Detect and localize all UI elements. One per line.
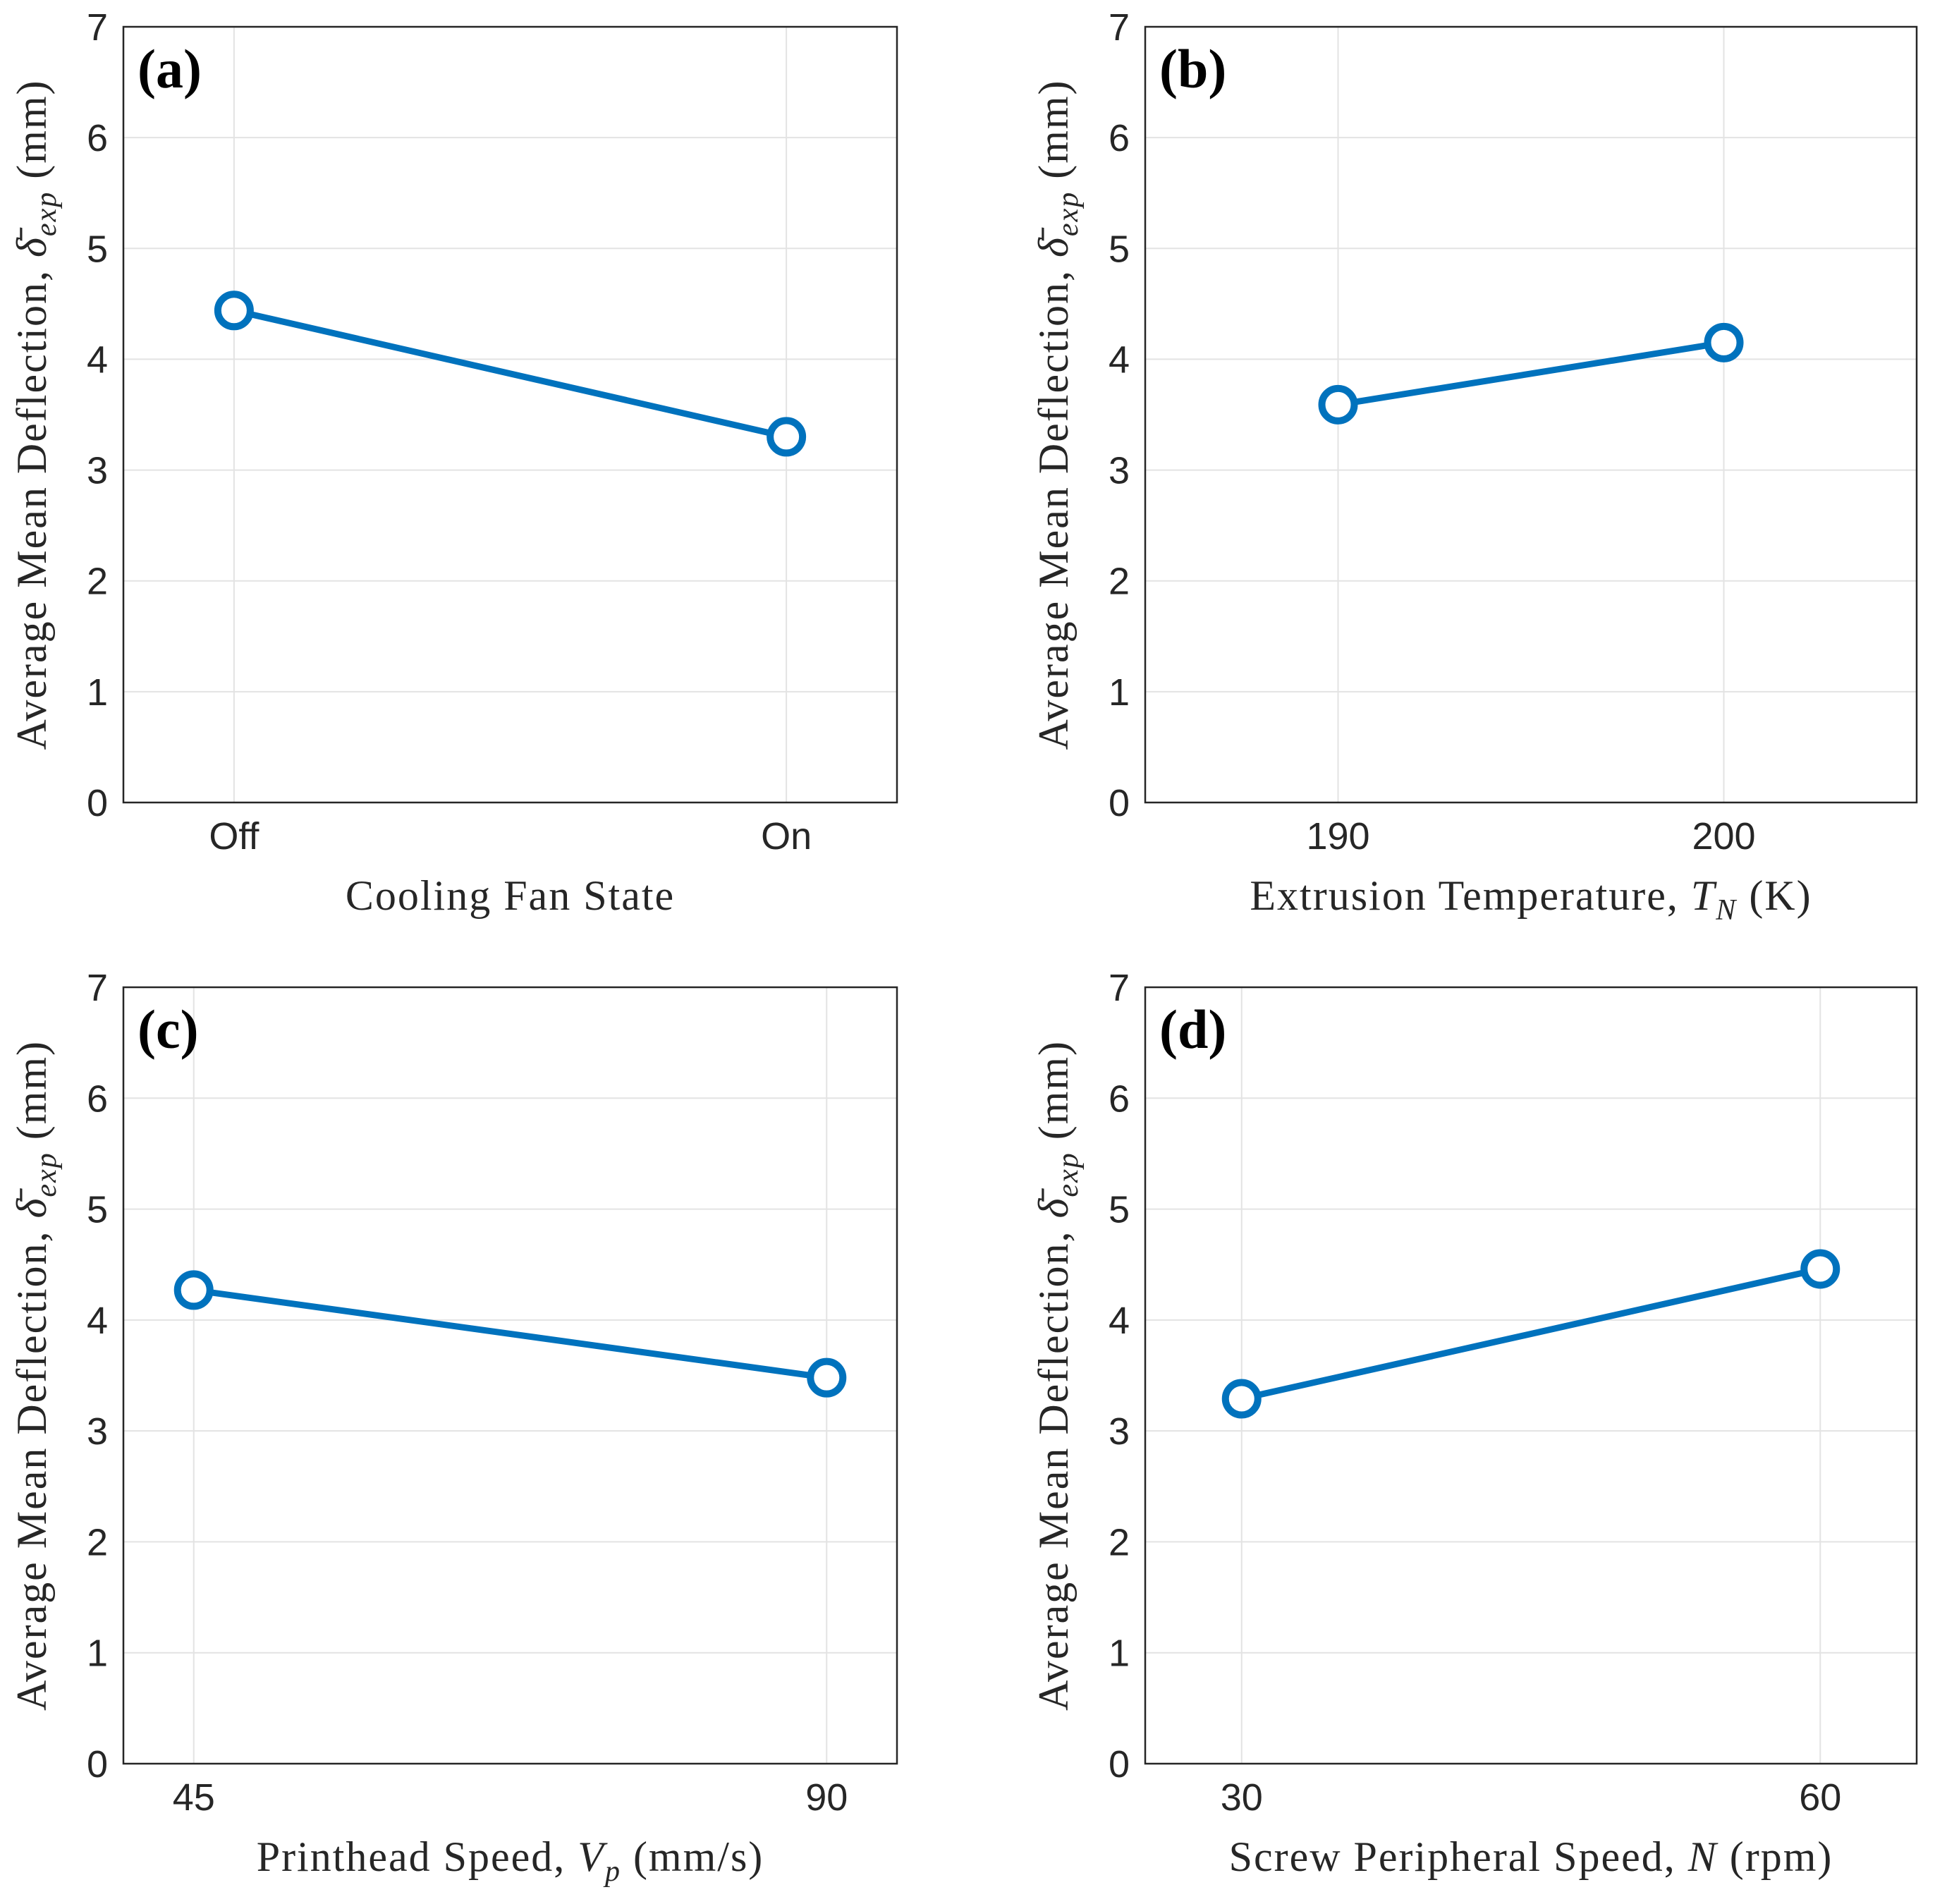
- data-marker: [807, 1357, 847, 1398]
- y-tick-label: 0: [87, 782, 108, 824]
- data-marker: [1800, 1249, 1841, 1289]
- axis-label: Average Mean Deflection, δ̄exp (mm): [8, 79, 63, 750]
- y-tick-label: 5: [1109, 228, 1130, 270]
- data-marker: [767, 417, 807, 457]
- x-tick-label: 200: [1692, 815, 1755, 858]
- label-unit: (rpm): [1718, 1833, 1833, 1880]
- data-line: [233, 307, 788, 440]
- y-tick-label: 4: [1109, 338, 1130, 381]
- y-tick-label: 7: [87, 967, 108, 1009]
- label-text: Average Mean Deflection,: [1030, 1218, 1077, 1711]
- panel-label: (a): [138, 38, 202, 99]
- subplot: Off On 0 1 2 3 4 5 6 7 (a) Cooling Fan State Average…: [8, 6, 898, 919]
- label-unit: (K): [1737, 872, 1812, 919]
- y-tick-label: 2: [87, 1521, 108, 1563]
- y-tick-label: 0: [1109, 782, 1130, 824]
- label-unit: (mm): [8, 79, 55, 190]
- x-tick-label: On: [761, 815, 812, 858]
- axis-label: Average Mean Deflection, δ̄exp (mm): [8, 1040, 63, 1711]
- y-tick-label: 1: [87, 1633, 108, 1675]
- y-tick-label: 2: [1109, 1521, 1130, 1563]
- y-tick-label: 7: [87, 6, 108, 49]
- label-subscript: N: [1715, 894, 1737, 927]
- label-symbol: T: [1691, 872, 1717, 919]
- data-line: [193, 1286, 827, 1381]
- y-tick-label: 6: [1109, 117, 1130, 159]
- axis-label: Screw Peripheral Speed, N (rpm): [1229, 1833, 1833, 1880]
- axis-label: Cooling Fan State: [346, 872, 675, 919]
- label-unit: (mm): [1030, 1040, 1077, 1152]
- y-tick-label: 7: [1109, 967, 1130, 1009]
- y-tick-label: 3: [1109, 1410, 1130, 1453]
- axes-box: [122, 25, 898, 804]
- x-tick-label: 60: [1799, 1776, 1841, 1819]
- y-tick-label: 0: [1109, 1743, 1130, 1786]
- y-tick-label: 5: [1109, 1189, 1130, 1231]
- data-marker: [1318, 384, 1358, 425]
- subplot: 30 60 0 1 2 3 4 5 6 7 (d) Screw Peripheral Speed, N…: [1030, 967, 1918, 1880]
- label-subscript: exp: [1052, 191, 1085, 236]
- panel-label: (d): [1159, 999, 1226, 1060]
- y-tick-label: 2: [87, 561, 108, 603]
- y-tick-label: 3: [87, 450, 108, 492]
- data-line: [1240, 1266, 1821, 1402]
- y-tick-label: 6: [87, 1078, 108, 1120]
- label-text: Average Mean Deflection,: [1030, 257, 1077, 750]
- label-subscript: p: [603, 1855, 621, 1888]
- y-tick-label: 5: [87, 1189, 108, 1231]
- label-text: Average Mean Deflection,: [8, 1218, 55, 1711]
- label-text: Extrusion Temperature,: [1250, 872, 1691, 919]
- axis-label: Extrusion Temperature, TN (K): [1250, 872, 1812, 927]
- label-unit: (mm/s): [621, 1833, 764, 1880]
- label-text: Printhead Speed,: [257, 1833, 578, 1880]
- data-marker: [214, 291, 254, 331]
- x-tick-label: 90: [805, 1776, 848, 1819]
- y-tick-label: 4: [87, 1300, 108, 1342]
- label-subscript: exp: [1052, 1152, 1085, 1197]
- y-tick-label: 4: [87, 338, 108, 381]
- label-text: Screw Peripheral Speed,: [1229, 1833, 1688, 1880]
- y-tick-label: 7: [1109, 6, 1130, 49]
- x-tick-label: 45: [173, 1776, 215, 1819]
- label-unit: (mm): [8, 1040, 55, 1152]
- data-marker: [1221, 1379, 1262, 1419]
- label-subscript: exp: [30, 191, 63, 236]
- label-symbol: V: [578, 1833, 608, 1880]
- axes-box: [122, 986, 898, 1765]
- y-tick-label: 2: [1109, 561, 1130, 603]
- y-tick-label: 3: [1109, 450, 1130, 492]
- y-tick-label: 5: [87, 228, 108, 270]
- x-tick-label: Off: [209, 815, 260, 858]
- axis-label: Printhead Speed, Vp (mm/s): [257, 1833, 764, 1888]
- x-tick-label: 190: [1306, 815, 1369, 858]
- y-tick-label: 1: [87, 671, 108, 714]
- axes-box: [1144, 986, 1918, 1765]
- y-tick-label: 6: [1109, 1078, 1130, 1120]
- y-tick-label: 0: [87, 1743, 108, 1786]
- label-subscript: exp: [30, 1152, 63, 1197]
- x-tick-label: 30: [1221, 1776, 1263, 1819]
- label-unit: (mm): [1030, 79, 1077, 190]
- panel-label: (c): [138, 999, 199, 1060]
- subplot: 190 200 0 1 2 3 4 5 6 7 (b) Extrusion Temperature, …: [1030, 6, 1918, 927]
- panel-label: (b): [1159, 38, 1226, 99]
- y-tick-label: 4: [1109, 1300, 1130, 1342]
- y-tick-label: 3: [87, 1410, 108, 1453]
- y-tick-label: 6: [87, 117, 108, 159]
- axis-label: Average Mean Deflection, δ̄exp (mm): [1030, 1040, 1085, 1711]
- data-marker: [1704, 322, 1744, 362]
- axes-box: [1144, 25, 1918, 804]
- data-line: [1337, 339, 1725, 408]
- y-tick-label: 1: [1109, 671, 1130, 714]
- label-symbol: N: [1687, 1833, 1719, 1880]
- axis-label: Average Mean Deflection, δ̄exp (mm): [1030, 79, 1085, 750]
- data-marker: [173, 1270, 214, 1310]
- label-text: Average Mean Deflection,: [8, 257, 55, 750]
- y-tick-label: 1: [1109, 1633, 1130, 1675]
